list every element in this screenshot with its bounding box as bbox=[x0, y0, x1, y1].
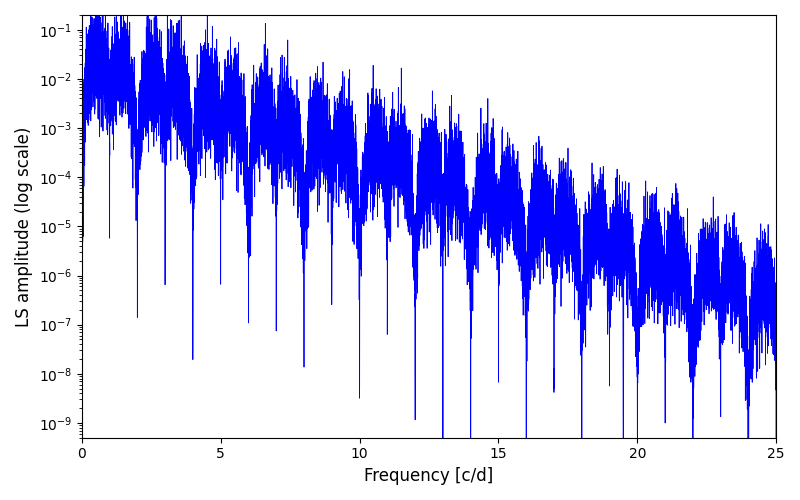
X-axis label: Frequency [c/d]: Frequency [c/d] bbox=[364, 467, 494, 485]
Y-axis label: LS amplitude (log scale): LS amplitude (log scale) bbox=[15, 126, 33, 326]
